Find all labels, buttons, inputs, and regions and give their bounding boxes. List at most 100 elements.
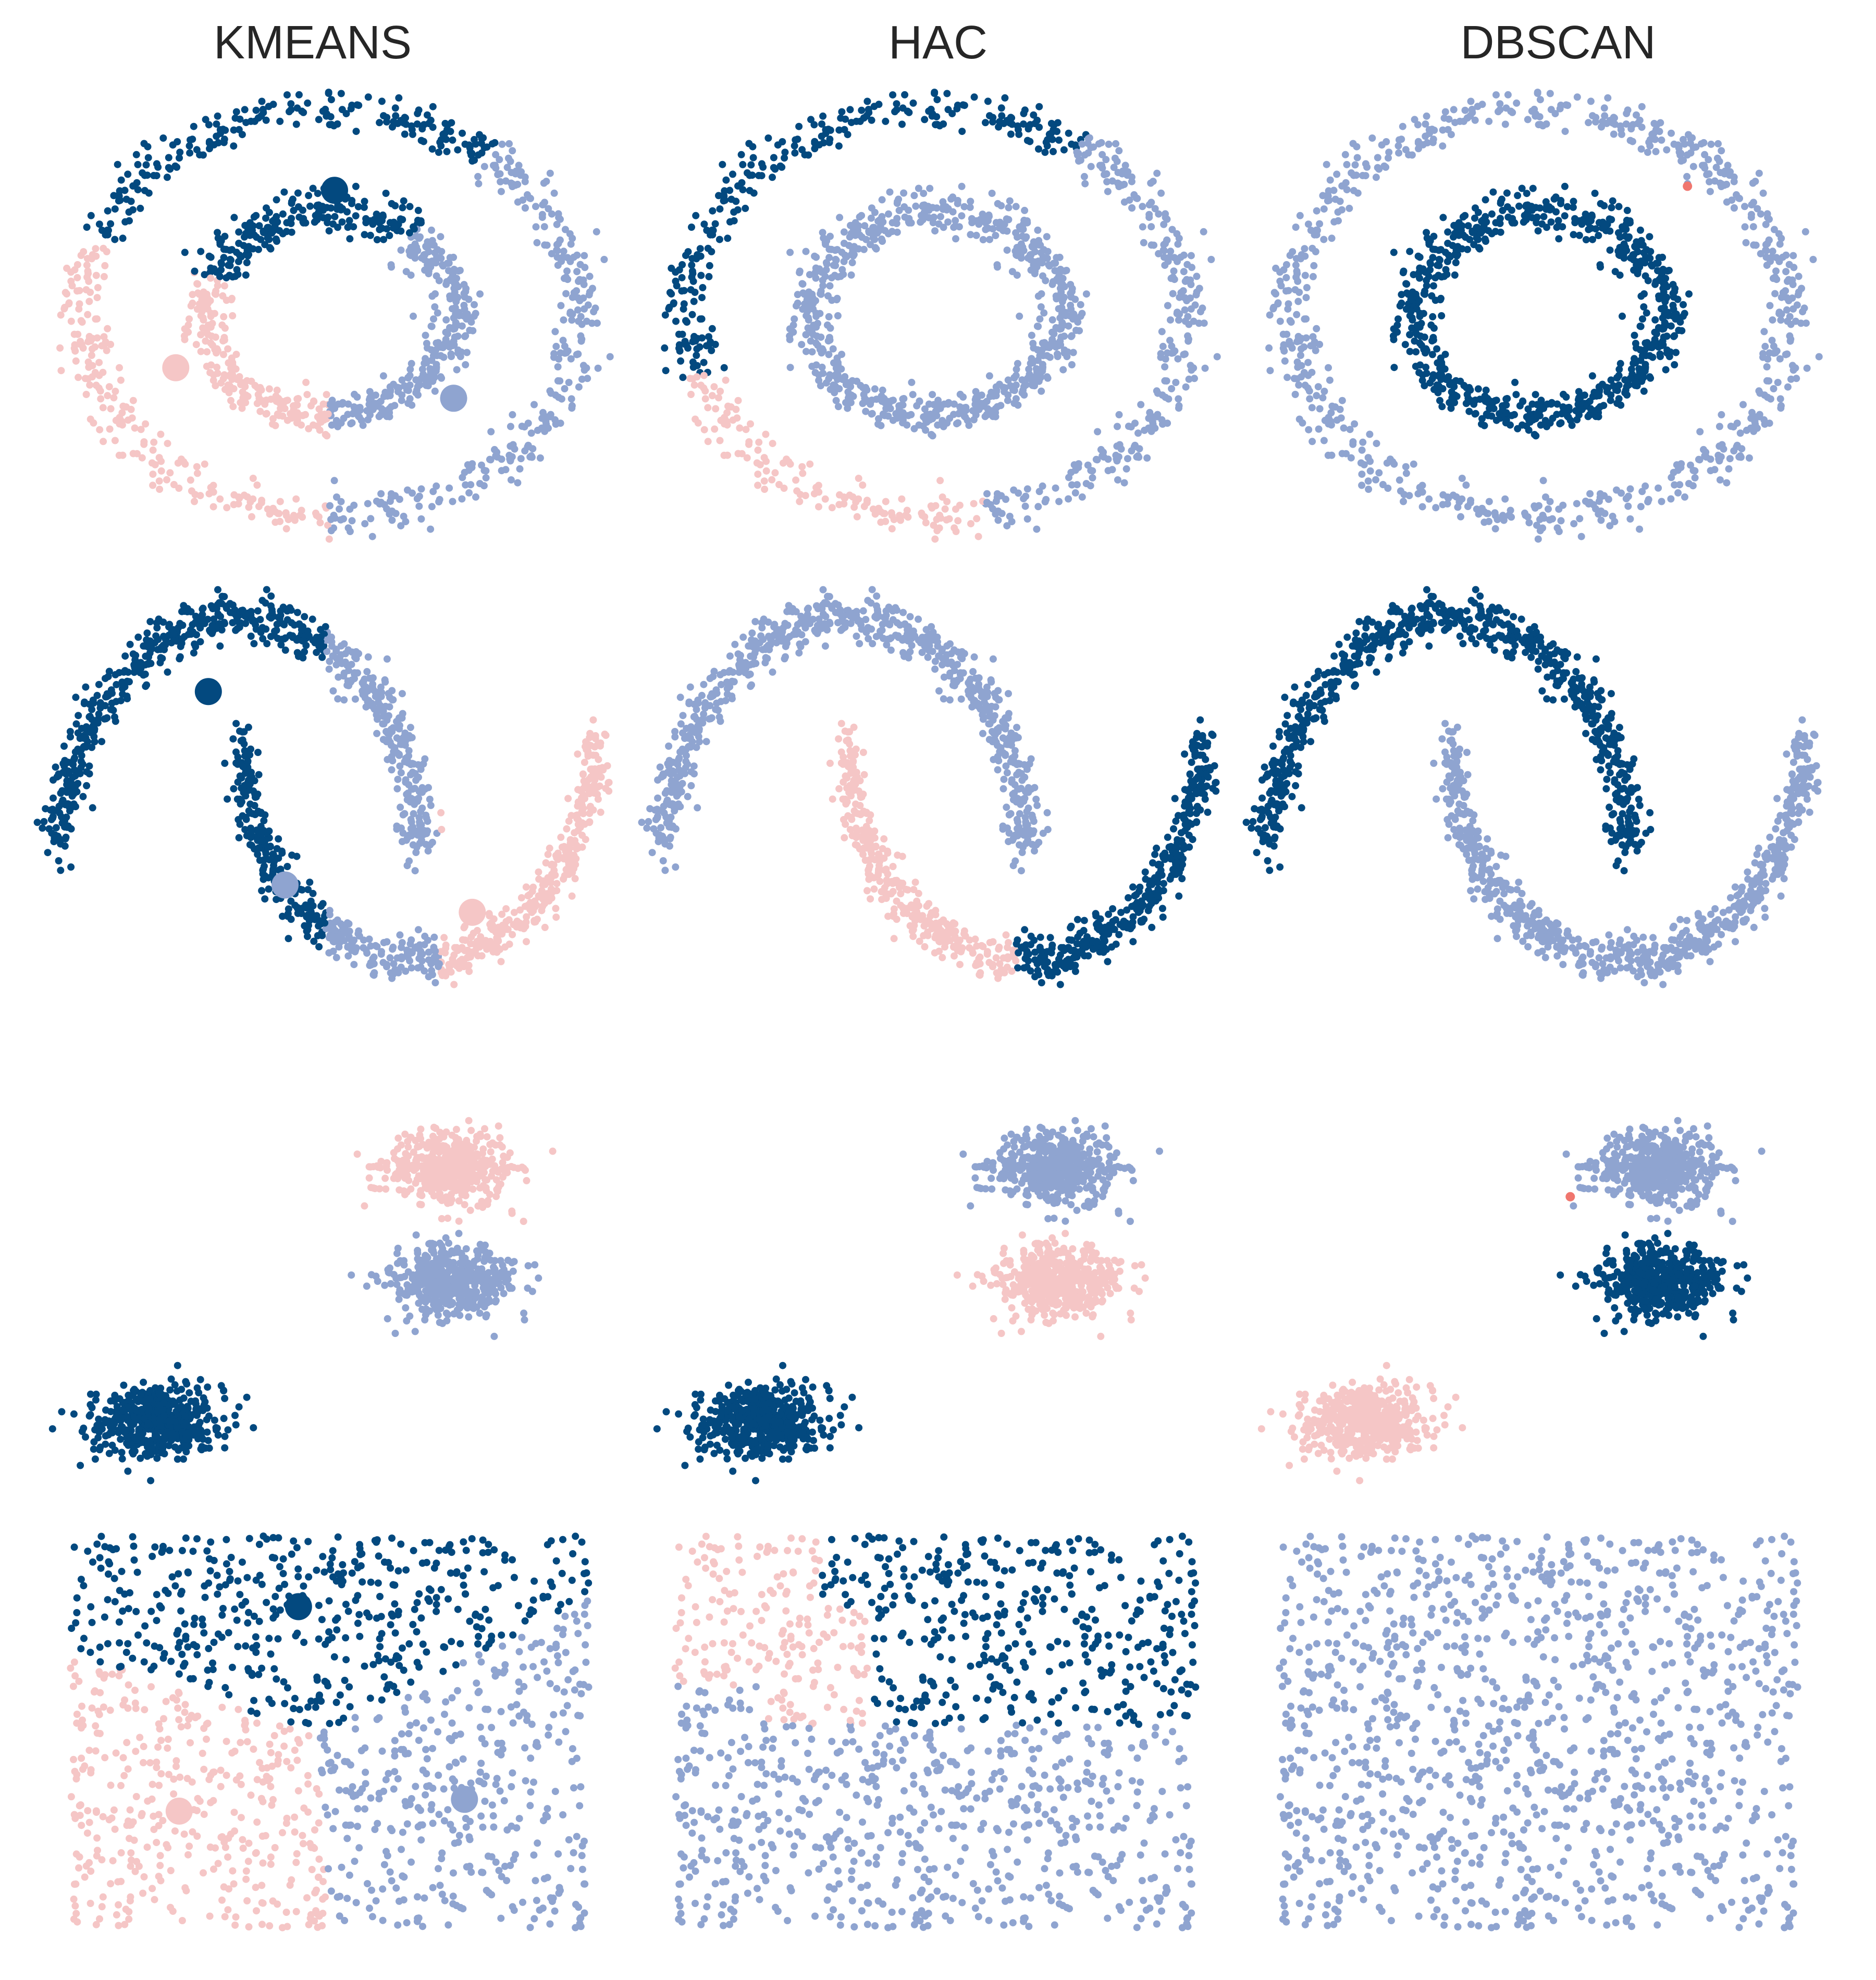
scatter-point (324, 213, 332, 221)
scatter-point (505, 140, 513, 147)
scatter-point (1366, 430, 1374, 438)
scatter-point (76, 770, 84, 777)
scatter-point (1604, 94, 1612, 102)
scatter-point (1075, 157, 1082, 165)
scatter-point (149, 446, 157, 454)
scatter-point (1068, 140, 1076, 148)
scatter-point (1440, 273, 1448, 280)
scatter-point (1062, 312, 1069, 319)
scatter-point (722, 176, 730, 184)
scatter-point (68, 760, 76, 768)
scatter-point (701, 395, 709, 403)
scatter-point (128, 414, 136, 422)
scatter-point (1480, 422, 1488, 429)
scatter-point (456, 267, 464, 274)
scatter-point (1341, 151, 1349, 158)
scatter-point (1375, 469, 1383, 477)
scatter-point (1600, 402, 1608, 410)
scatter-point (112, 388, 119, 395)
scatter-point (1185, 335, 1192, 343)
scatter-point (82, 391, 90, 398)
scatter-point (1418, 503, 1426, 511)
scatter-point (1003, 227, 1011, 235)
scatter-point (265, 103, 273, 110)
scatter-point (983, 499, 991, 506)
scatter-point (1562, 101, 1570, 109)
scatter-point (393, 785, 401, 793)
scatter-point (1651, 316, 1659, 324)
scatter-point (888, 512, 896, 519)
scatter-point (825, 139, 833, 146)
scatter-point (1043, 373, 1051, 381)
scatter-point (375, 413, 383, 420)
scatter-point (1663, 293, 1671, 301)
scatter-point (304, 99, 312, 107)
scatter-point (1582, 211, 1589, 218)
scatter-point (1301, 245, 1309, 253)
scatter-point (547, 389, 555, 397)
scatter-point (1414, 490, 1422, 498)
scatter-point (584, 375, 591, 382)
scatter-point (1201, 364, 1209, 372)
scatter-point (711, 220, 719, 228)
scatter-point (1401, 341, 1409, 349)
scatter-point (1741, 223, 1749, 231)
scatter-point (893, 200, 901, 207)
scatter-point (1190, 364, 1198, 372)
scatter-point (1436, 397, 1443, 404)
scatter-point (1451, 271, 1459, 279)
scatter-point (1338, 182, 1346, 190)
scatter-point (1500, 515, 1507, 523)
scatter-point (475, 180, 483, 188)
scatter-point (407, 797, 415, 805)
scatter-point (207, 313, 215, 320)
scatter-point (801, 151, 809, 159)
scatter-point (233, 266, 241, 274)
scatter-point (1670, 140, 1678, 148)
scatter-point (760, 454, 768, 462)
scatter-point (807, 337, 814, 345)
scatter-point (1678, 327, 1686, 335)
scatter-point (1656, 128, 1663, 135)
scatter-point (189, 299, 196, 307)
scatter-point (354, 203, 362, 211)
scatter-point (1071, 489, 1079, 497)
scatter-point (846, 106, 854, 114)
scatter-point (1159, 420, 1166, 428)
scatter-point (282, 228, 290, 236)
scatter-point (492, 164, 500, 172)
scatter-point (117, 376, 125, 384)
scatter-point (554, 363, 562, 370)
scatter-point (302, 219, 310, 227)
scatter-point (1425, 495, 1433, 503)
scatter-point (511, 181, 519, 189)
scatter-point (1055, 498, 1063, 505)
scatter-point (381, 676, 389, 684)
scatter-point (858, 233, 866, 241)
scatter-point (1340, 424, 1348, 432)
scatter-point (560, 316, 567, 324)
scatter-point (594, 364, 602, 372)
scatter-point (1431, 296, 1439, 304)
scatter-point (340, 640, 348, 648)
scatter-point (59, 796, 67, 804)
noise-point (1683, 181, 1693, 191)
scatter-point (521, 178, 529, 185)
scatter-point (354, 412, 362, 420)
scatter-point (1756, 389, 1764, 397)
scatter-point (1497, 200, 1504, 207)
scatter-point (1115, 147, 1123, 155)
scatter-point (1063, 267, 1070, 274)
scatter-point (1436, 370, 1444, 378)
scatter-point (103, 714, 111, 722)
scatter-point (967, 197, 974, 205)
scatter-point (1084, 461, 1092, 469)
scatter-point (1676, 481, 1684, 489)
scatter-point (226, 256, 234, 263)
scatter-point (366, 231, 374, 239)
scatter-point (1060, 332, 1068, 340)
scatter-point (1771, 290, 1779, 298)
scatter-point (75, 374, 82, 381)
scatter-point (52, 763, 59, 771)
scatter-point (1793, 375, 1800, 382)
